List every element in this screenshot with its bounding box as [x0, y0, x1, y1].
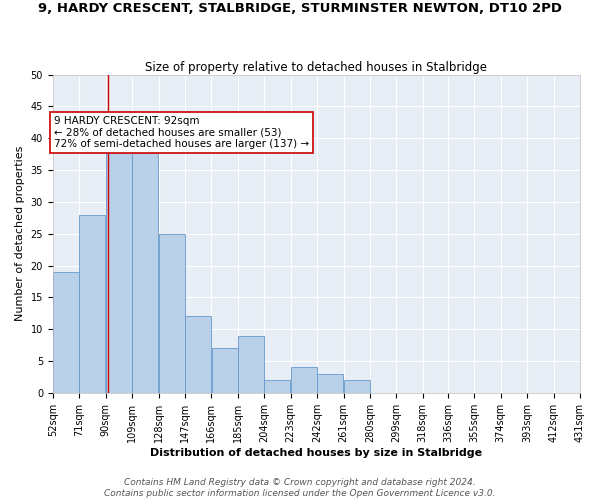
Bar	[291, 368, 317, 393]
Bar	[159, 234, 185, 393]
Text: 9 HARDY CRESCENT: 92sqm
← 28% of detached houses are smaller (53)
72% of semi-de: 9 HARDY CRESCENT: 92sqm ← 28% of detache…	[54, 116, 309, 149]
Bar	[212, 348, 238, 393]
Title: Size of property relative to detached houses in Stalbridge: Size of property relative to detached ho…	[145, 60, 487, 74]
Bar	[79, 214, 106, 393]
Text: Contains HM Land Registry data © Crown copyright and database right 2024.
Contai: Contains HM Land Registry data © Crown c…	[104, 478, 496, 498]
Bar	[106, 144, 132, 393]
Bar	[317, 374, 343, 393]
X-axis label: Distribution of detached houses by size in Stalbridge: Distribution of detached houses by size …	[151, 448, 482, 458]
Bar	[132, 138, 158, 393]
Text: 9, HARDY CRESCENT, STALBRIDGE, STURMINSTER NEWTON, DT10 2PD: 9, HARDY CRESCENT, STALBRIDGE, STURMINST…	[38, 2, 562, 16]
Bar	[265, 380, 290, 393]
Bar	[238, 336, 264, 393]
Bar	[185, 316, 211, 393]
Y-axis label: Number of detached properties: Number of detached properties	[15, 146, 25, 322]
Bar	[53, 272, 79, 393]
Bar	[344, 380, 370, 393]
